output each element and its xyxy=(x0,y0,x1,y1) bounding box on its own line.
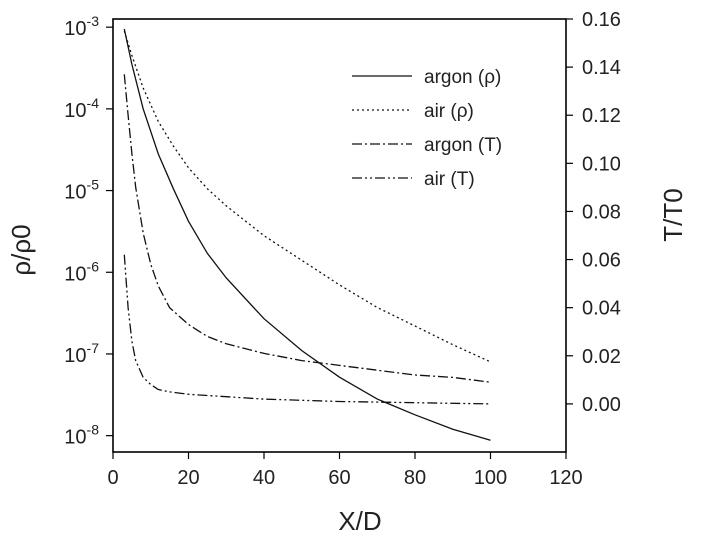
y-right-tick-label: 0.16 xyxy=(582,9,621,31)
series-line-3 xyxy=(123,254,491,405)
y-right-tick-label: 0.12 xyxy=(582,105,621,127)
series-line-1 xyxy=(123,30,491,363)
y-left-axis-ticks: 10-3 10-4 10-5 10-6 10-7 10-8 xyxy=(64,13,113,449)
x-tick-label: 20 xyxy=(177,467,199,489)
series-line-0 xyxy=(123,28,491,441)
x-tick-label: 100 xyxy=(474,467,507,489)
legend-label: air (ρ) xyxy=(424,101,474,122)
series-lines xyxy=(123,28,491,441)
x-tick-label: 0 xyxy=(107,467,118,489)
y-right-tick-label: 0.00 xyxy=(582,394,621,416)
y-right-axis-ticks: 0.00 0.02 0.04 0.06 0.08 0.10 0.12 0.14 0.16 xyxy=(566,9,621,416)
legend-label: argon (T) xyxy=(424,135,502,156)
y-right-tick-label: 0.06 xyxy=(582,250,621,272)
y-left-tick-label: 10-5 xyxy=(64,177,99,204)
y-right-tick-label: 0.08 xyxy=(582,201,621,223)
y-left-axis-title: ρ/ρ0 xyxy=(6,224,36,275)
legend: argon (ρ) air (ρ) argon (T) air (T) xyxy=(352,67,502,190)
x-tick-label: 80 xyxy=(404,467,426,489)
y-right-tick-label: 0.14 xyxy=(582,57,621,79)
series-line-2 xyxy=(123,74,491,383)
y-left-tick-label: 10-7 xyxy=(64,340,99,367)
x-tick-label: 40 xyxy=(253,467,275,489)
x-tick-label: 120 xyxy=(549,467,582,489)
y-right-axis-title: T/T0 xyxy=(658,188,688,241)
y-left-tick-label: 10-6 xyxy=(64,258,99,285)
legend-label: argon (ρ) xyxy=(424,67,501,88)
y-left-tick-label: 10-8 xyxy=(64,422,99,449)
y-right-tick-label: 0.02 xyxy=(582,346,621,368)
x-tick-label: 60 xyxy=(328,467,350,489)
y-right-tick-label: 0.10 xyxy=(582,153,621,175)
y-right-tick-label: 0.04 xyxy=(582,298,621,320)
x-axis-ticks: 0 20 40 60 80 100 120 xyxy=(107,452,583,489)
legend-label: air (T) xyxy=(424,169,475,190)
y-left-tick-label: 10-4 xyxy=(64,95,99,122)
y-left-tick-label: 10-3 xyxy=(64,13,99,40)
x-axis-title: X/D xyxy=(338,506,381,536)
